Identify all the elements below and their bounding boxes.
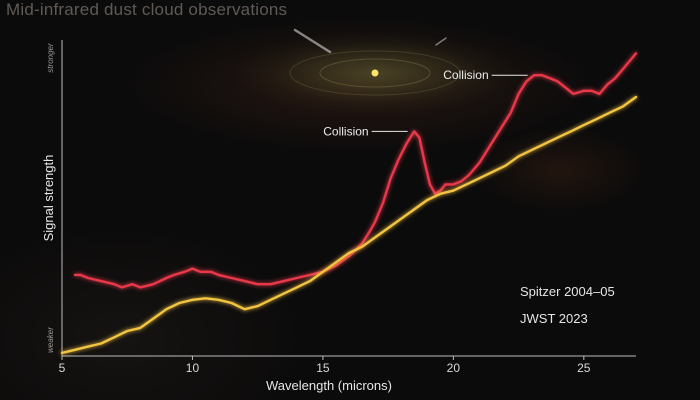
disc-ring-inner <box>319 58 431 88</box>
x-tick-label: 15 <box>316 361 330 375</box>
series-line-1 <box>73 52 638 289</box>
y-axis-top-label: stronger <box>46 43 55 73</box>
y-axis-bottom-label: weaker <box>46 327 55 353</box>
x-tick-label: 10 <box>186 361 200 375</box>
chart-title: Mid-infrared dust cloud observations <box>6 0 288 19</box>
central-star <box>371 69 379 77</box>
y-axis-label: Signal strength <box>41 155 56 242</box>
x-tick-label: 5 <box>59 361 66 375</box>
x-tick-label: 20 <box>447 361 461 375</box>
x-tick-label: 25 <box>577 361 591 375</box>
comet-streak-small <box>435 37 447 46</box>
x-axis-label: Wavelength (microns) <box>266 378 392 393</box>
comet-streak <box>293 28 332 54</box>
series-line-2 <box>60 95 638 355</box>
annotation-label-2: Collision <box>443 68 488 82</box>
legend-label-1: Spitzer 2004–05 <box>520 284 615 299</box>
disc-ring <box>289 50 461 96</box>
annotation-label-1: Collision <box>323 124 368 138</box>
legend-label-2: JWST 2023 <box>520 311 588 326</box>
